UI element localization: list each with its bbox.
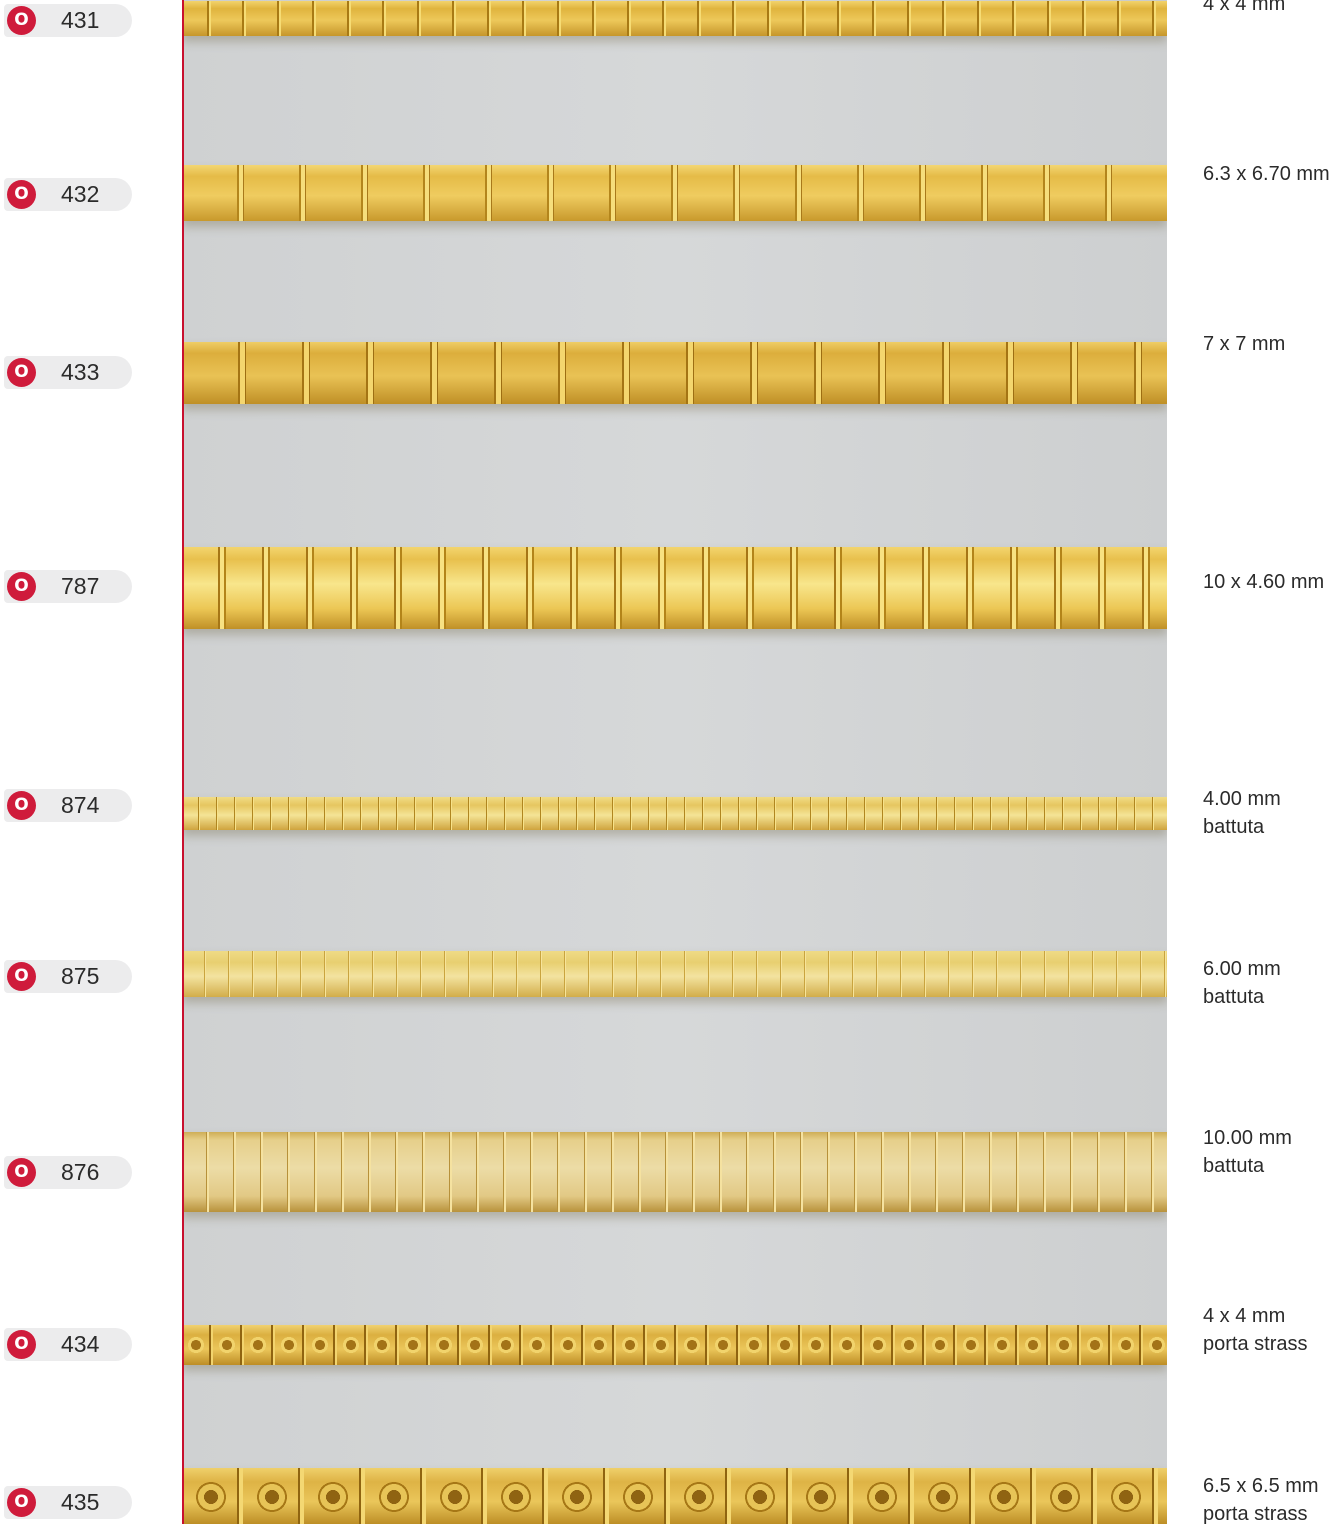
badge-o-icon: O [7, 180, 36, 209]
chain-photo-panel [182, 0, 1167, 1524]
chain-spec: 10 x 4.60 mm [1203, 568, 1324, 596]
vertical-divider [182, 0, 184, 1524]
spec-type: battuta [1203, 986, 1265, 1008]
product-code-pill: O 434 [4, 1328, 132, 1361]
chain-photo-432 [182, 165, 1167, 221]
spec-size: 6.00 mm [1203, 958, 1281, 980]
spec-size: 7 x 7 mm [1203, 333, 1286, 355]
catalog-code-column: O 431 O 432 O 433 O 787 O 874 O 875 O 87… [0, 0, 182, 1524]
spec-type: battuta [1203, 816, 1265, 838]
chain-photo-431 [182, 1, 1167, 36]
spec-size: 4 x 4 mm [1203, 1305, 1286, 1327]
product-code-pill: O 431 [4, 4, 132, 37]
product-code-pill: O 875 [4, 960, 132, 993]
chain-spec: 6.00 mm battuta [1203, 955, 1281, 1011]
chain-spec: 7 x 7 mm [1203, 330, 1285, 358]
spec-size: 10 x 4.60 mm [1203, 571, 1325, 593]
spec-size: 4.00 mm [1203, 788, 1281, 810]
badge-o-icon: O [7, 1488, 36, 1517]
product-code: 434 [61, 1331, 100, 1357]
chain-spec: 4.00 mm battuta [1203, 785, 1281, 841]
chain-photo-874 [182, 797, 1167, 830]
chain-photo-875 [182, 951, 1167, 997]
product-code: 435 [61, 1489, 100, 1515]
chain-spec: 6.5 x 6.5 mm porta strass [1203, 1472, 1319, 1528]
badge-o-icon: O [7, 358, 36, 387]
badge-o-icon: O [7, 1158, 36, 1187]
chain-spec: 4 x 4 mm [1203, 0, 1285, 18]
spec-type: porta strass [1203, 1333, 1308, 1355]
spec-size: 6.5 x 6.5 mm [1203, 1475, 1319, 1497]
spec-type: battuta [1203, 1155, 1265, 1177]
chain-spec: 10.00 mm battuta [1203, 1124, 1292, 1180]
product-code: 433 [61, 359, 100, 385]
product-code: 874 [61, 792, 100, 818]
spec-size: 10.00 mm [1203, 1127, 1292, 1149]
product-code-pill: O 435 [4, 1486, 132, 1519]
product-code-pill: O 433 [4, 356, 132, 389]
chain-photo-433 [182, 342, 1167, 404]
product-code-pill: O 876 [4, 1156, 132, 1189]
chain-photo-787 [182, 547, 1167, 629]
product-code: 787 [61, 573, 100, 599]
chain-spec: 4 x 4 mm porta strass [1203, 1302, 1307, 1358]
badge-o-icon: O [7, 1330, 36, 1359]
spec-size: 6.3 x 6.70 mm [1203, 163, 1330, 185]
product-code: 432 [61, 181, 100, 207]
product-code-pill: O 787 [4, 570, 132, 603]
badge-o-icon: O [7, 962, 36, 991]
badge-o-icon: O [7, 791, 36, 820]
badge-o-icon: O [7, 6, 36, 35]
chain-photo-434 [182, 1325, 1167, 1365]
product-code-pill: O 432 [4, 178, 132, 211]
chain-photo-435 [182, 1468, 1167, 1524]
chain-spec: 6.3 x 6.70 mm [1203, 160, 1330, 188]
chain-photo-876 [182, 1132, 1167, 1212]
spec-column [1167, 0, 1338, 1524]
product-code-pill: O 874 [4, 789, 132, 822]
badge-o-icon: O [7, 572, 36, 601]
spec-size: 4 x 4 mm [1203, 0, 1286, 15]
product-code: 875 [61, 963, 100, 989]
product-code: 431 [61, 7, 100, 33]
spec-type: porta strass [1203, 1503, 1308, 1525]
product-code: 876 [61, 1159, 100, 1185]
